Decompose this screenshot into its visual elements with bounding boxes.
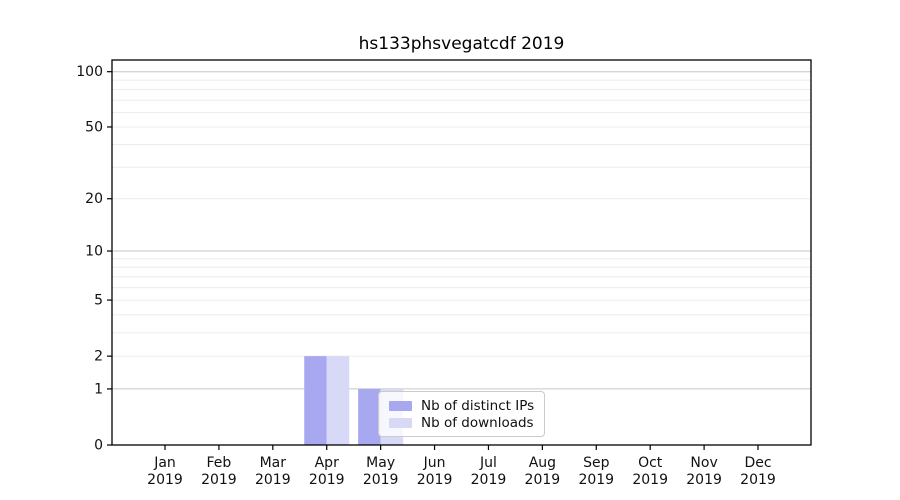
- x-tick-label-year-nov: 2019: [686, 472, 722, 488]
- y-tick-label-10: 10: [85, 244, 103, 260]
- x-tick-label-month-jul: Jul: [479, 455, 497, 471]
- plot-border: [111, 59, 812, 446]
- legend: Nb of distinct IPs Nb of downloads: [378, 391, 545, 437]
- legend-label-distinct-ips: Nb of distinct IPs: [421, 397, 535, 414]
- y-tick-label-20: 20: [85, 191, 103, 207]
- y-tick-label-0: 0: [94, 438, 103, 454]
- y-tick-label-2: 2: [94, 349, 103, 365]
- x-tick-label-year-oct: 2019: [632, 472, 668, 488]
- x-tick-label-month-aug: Aug: [529, 455, 556, 471]
- legend-swatch-downloads: [389, 417, 412, 428]
- x-tick-label-month-apr: Apr: [315, 455, 339, 471]
- legend-label-downloads: Nb of downloads: [421, 414, 534, 431]
- x-tick-label-year-aug: 2019: [525, 472, 561, 488]
- x-tick-label-month-feb: Feb: [207, 455, 232, 471]
- x-tick-label-year-may: 2019: [363, 472, 399, 488]
- x-tick-label-month-mar: Mar: [260, 455, 287, 471]
- bar-nb-of-distinct-ips-apr: [304, 356, 327, 445]
- x-tick-label-year-feb: 2019: [201, 472, 237, 488]
- x-tick-label-year-apr: 2019: [309, 472, 345, 488]
- x-tick-label-month-sep: Sep: [583, 455, 610, 471]
- y-tick-label-5: 5: [94, 293, 103, 309]
- x-tick-label-year-sep: 2019: [578, 472, 614, 488]
- x-tick-label-month-oct: Oct: [638, 455, 663, 471]
- x-tick-label-month-jun: Jun: [423, 455, 446, 471]
- x-tick-label-year-jul: 2019: [471, 472, 507, 488]
- legend-item-distinct-ips: Nb of distinct IPs: [389, 398, 534, 414]
- y-tick-label-50: 50: [85, 119, 103, 135]
- legend-item-downloads: Nb of downloads: [389, 415, 534, 431]
- x-tick-label-year-dec: 2019: [740, 472, 776, 488]
- y-tick-label-1: 1: [94, 381, 103, 397]
- x-tick-label-year-mar: 2019: [255, 472, 291, 488]
- x-tick-label-month-dec: Dec: [744, 455, 771, 471]
- y-tick-label-100: 100: [76, 64, 103, 80]
- x-tick-label-year-jun: 2019: [417, 472, 453, 488]
- x-tick-label-month-may: May: [366, 455, 395, 471]
- bar-nb-of-distinct-ips-may: [358, 388, 381, 445]
- x-tick-label-month-jan: Jan: [153, 455, 176, 471]
- x-tick-label-year-jan: 2019: [147, 472, 183, 488]
- chart-title: hs133phsvegatcdf 2019: [358, 34, 565, 54]
- x-tick-label-month-nov: Nov: [690, 455, 717, 471]
- bar-nb-of-downloads-apr: [326, 356, 350, 445]
- legend-swatch-distinct-ips: [389, 400, 412, 411]
